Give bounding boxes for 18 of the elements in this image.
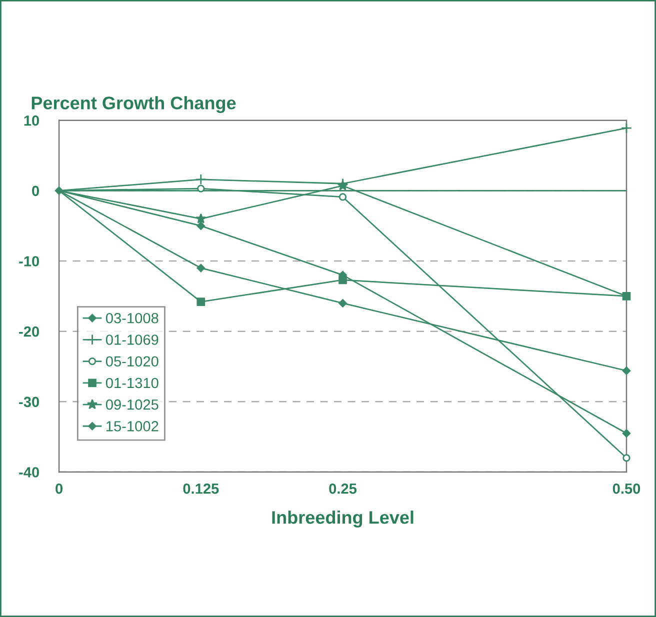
x-tick-label: 0.50 xyxy=(612,484,640,494)
chart-title: Percent Growth Change xyxy=(32,96,236,114)
x-tick-label: 0 xyxy=(56,484,62,494)
legend-label: 05-1020 xyxy=(106,356,158,367)
y-tick-label: 0 xyxy=(32,186,39,196)
y-tick-label: -10 xyxy=(19,256,39,266)
y-tick-label: -40 xyxy=(19,467,39,478)
y-tick-label: 10 xyxy=(24,115,39,126)
legend-label: 01-1310 xyxy=(106,378,158,388)
x-tick-label: 0.125 xyxy=(183,484,219,494)
legend-label: 15-1002 xyxy=(106,421,158,432)
legend-label: 03-1008 xyxy=(106,312,158,324)
legend-label: 09-1025 xyxy=(106,399,158,410)
legend-label: 01-1069 xyxy=(106,334,158,345)
y-tick-label: -20 xyxy=(19,326,39,337)
y-tick-label: -30 xyxy=(19,396,39,408)
x-axis-title: Inbreeding Level xyxy=(272,510,414,528)
x-tick-label: 0.25 xyxy=(329,484,357,494)
